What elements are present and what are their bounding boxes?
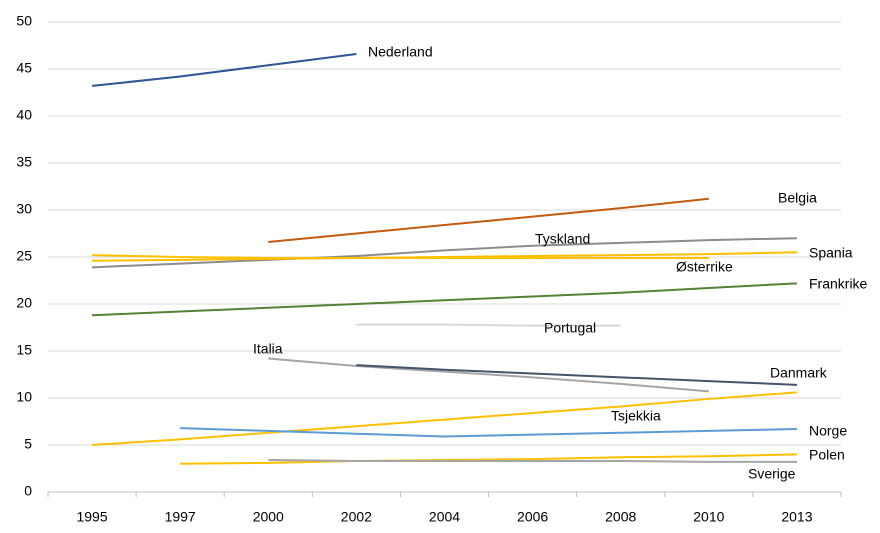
x-tick-label: 1997 [165,509,196,525]
series-label: Belgia [778,190,817,206]
series-label: Polen [809,447,845,463]
y-tick-label: 10 [16,389,32,405]
x-tick-label: 2010 [693,509,724,525]
series-label: Nederland [368,44,433,60]
series-label: Spania [809,245,853,261]
series-label: Tsjekkia [611,408,661,424]
series-line [268,357,709,393]
series-label: Norge [809,423,847,439]
y-tick-label: 15 [16,342,32,358]
series-line [92,254,709,259]
x-tick-label: 2013 [781,509,812,525]
y-tick-label: 0 [24,483,32,499]
y-tick-label: 25 [16,248,32,264]
series-line [92,282,797,317]
x-tick-label: 2002 [341,509,372,525]
series-label: Sverige [748,466,796,482]
y-tick-label: 5 [24,436,32,452]
x-tick-label: 2006 [517,509,548,525]
y-tick-label: 20 [16,295,32,311]
y-tick-label: 35 [16,154,32,170]
series-line [180,453,797,465]
x-tick-label: 2000 [253,509,284,525]
series-line [268,197,709,243]
y-tick-label: 50 [16,13,32,29]
series-label: Frankrike [809,276,868,292]
series-line [180,427,797,438]
y-tick-label: 40 [16,107,32,123]
x-tick-label: 2004 [429,509,460,525]
series-label: Italia [253,341,283,357]
x-tick-label: 2008 [605,509,636,525]
series-line [268,459,797,463]
series-line [91,52,357,87]
y-tick-label: 45 [16,60,32,76]
series-label: Portugal [544,320,596,336]
series-line [356,364,797,386]
y-tick-label: 30 [16,201,32,217]
series-line [91,391,798,446]
series-label: Østerrike [676,259,733,275]
series-label: Danmark [770,365,828,381]
x-tick-label: 1995 [76,509,107,525]
series-label: Tyskland [535,231,590,247]
series-line [92,237,797,269]
series-line [356,323,621,327]
